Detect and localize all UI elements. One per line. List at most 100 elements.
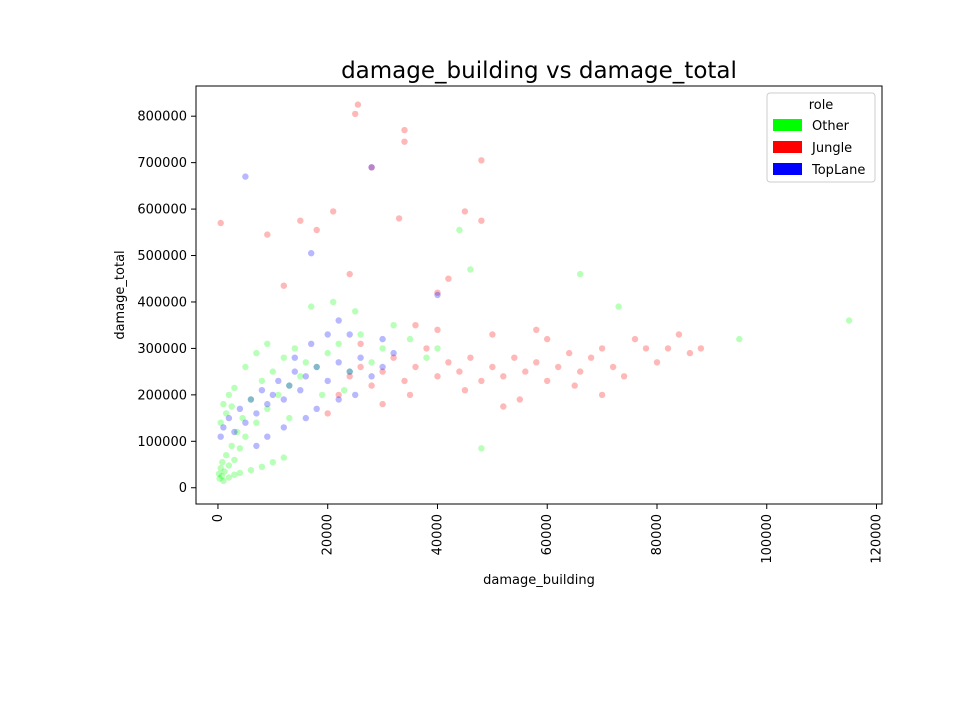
point-other-41 [467,266,474,273]
point-jungle-63 [500,403,507,410]
point-jungle-14 [478,157,485,164]
point-other-55 [269,459,276,466]
point-other-60 [308,303,315,310]
x-tick-label: 40000 [430,514,445,555]
point-other-36 [390,322,397,329]
point-jungle-42 [598,345,606,352]
point-toplane-33 [335,396,342,403]
y-tick-label: 300000 [137,342,187,357]
point-other-11 [242,433,249,440]
point-jungle-51 [697,345,705,352]
point-toplane-14 [258,387,266,394]
point-other-4 [223,452,230,459]
point-toplane-31 [302,414,309,422]
point-jungle-59 [544,335,551,343]
point-jungle-60 [324,410,331,417]
point-toplane-25 [335,359,342,366]
point-other-57 [242,363,249,371]
point-other-15 [225,391,233,399]
point-other-0 [215,470,223,477]
point-other-12 [217,419,224,426]
point-toplane-26 [346,368,353,375]
point-toplane-40 [346,331,353,338]
point-jungle-43 [609,363,617,371]
point-jungle-19 [346,373,353,380]
point-toplane-21 [297,387,304,394]
point-other-50 [225,474,233,481]
point-toplane-3 [434,291,441,299]
point-other-22 [269,368,276,375]
point-jungle-2 [280,282,287,289]
y-tick-label: 600000 [137,203,187,218]
point-toplane-11 [242,419,249,426]
point-toplane-37 [253,442,260,450]
point-toplane-39 [308,340,315,347]
point-toplane-12 [247,396,255,403]
point-toplane-7 [220,424,227,431]
point-other-54 [258,463,266,470]
point-jungle-39 [566,349,573,357]
x-tick-label: 80000 [650,514,665,555]
point-toplane-30 [390,349,397,357]
legend-title: role [809,98,834,113]
point-other-48 [218,472,225,480]
point-other-19 [253,419,260,426]
x-tick-label: 120000 [870,514,885,564]
point-toplane-5 [335,317,342,324]
point-other-5 [225,462,233,469]
point-jungle-4 [313,226,320,234]
legend-box [766,92,876,183]
legend-label-other: Other [812,119,850,134]
legend-label-jungle: Jungle [811,141,852,156]
y-tick-label: 700000 [137,156,187,171]
point-jungle-17 [434,289,441,296]
point-jungle-30 [467,354,474,361]
point-other-34 [368,359,375,366]
x-tick-label: 100000 [760,514,775,564]
point-jungle-5 [330,208,337,215]
point-other-9 [236,445,244,452]
point-toplane-10 [236,405,244,412]
point-jungle-26 [423,345,430,352]
point-other-65 [341,387,348,394]
point-jungle-37 [544,377,551,385]
point-other-64 [319,391,326,399]
x-axis: 0 20000 40000 60000 80000 100000 120000 [211,504,885,564]
point-jungle-62 [412,322,419,329]
point-other-24 [280,354,287,361]
point-jungle-16 [445,275,452,282]
point-other-46 [845,317,853,324]
legend-label-toplane: TopLane [811,163,865,178]
point-other-16 [228,403,235,410]
point-toplane-20 [291,368,298,375]
point-other-14 [223,410,230,417]
y-tick-label: 0 [179,481,187,496]
point-toplane-29 [379,363,386,371]
point-jungle-13 [461,208,469,215]
y-tick-label: 400000 [137,295,187,310]
point-jungle-6 [346,270,353,278]
point-other-58 [253,349,260,357]
points-layer [215,101,853,484]
point-jungle-55 [516,396,523,403]
point-jungle-11 [401,126,408,134]
point-other-3 [221,468,228,475]
point-jungle-31 [478,377,485,385]
point-jungle-64 [533,326,540,333]
legend-swatch-other [773,119,802,131]
point-jungle-1 [264,231,271,238]
legend-swatch-toplane [773,163,802,175]
x-tick-label: 0 [211,514,226,522]
point-jungle-46 [642,345,650,352]
point-jungle-10 [395,215,403,222]
point-toplane-8 [225,414,233,422]
point-toplane-9 [231,428,238,436]
point-toplane-24 [324,377,331,385]
point-jungle-41 [587,354,595,361]
point-jungle-40 [577,368,584,375]
point-other-31 [335,340,342,347]
point-toplane-18 [280,396,287,403]
point-other-29 [313,363,320,371]
point-jungle-20 [357,363,364,371]
